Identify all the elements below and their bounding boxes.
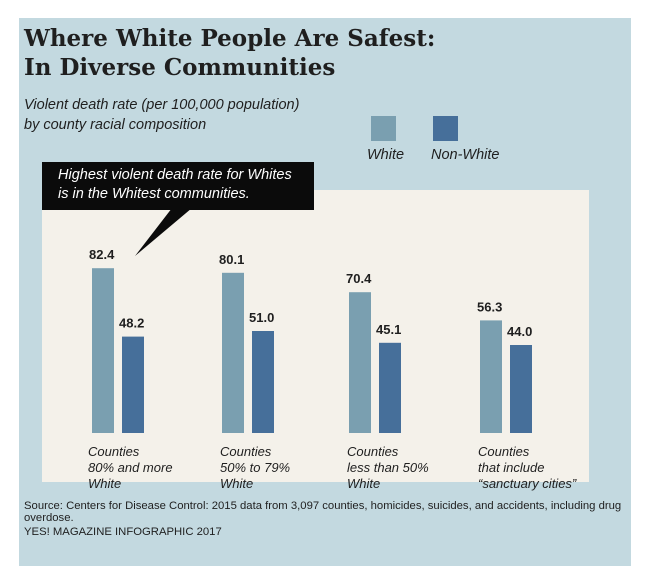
credit-note: YES! MAGAZINE INFOGRAPHIC 2017: [24, 526, 222, 538]
bar-nonwhite-3: [510, 345, 532, 433]
category-label-0: Counties 80% and more White: [88, 444, 173, 492]
subtitle-line-2: by county racial composition: [24, 117, 207, 133]
bar-white-0: [92, 268, 114, 433]
category-2-line-1: Counties: [347, 444, 399, 459]
value-label-white-2: 70.4: [346, 271, 372, 286]
bar-nonwhite-2: [379, 342, 401, 433]
legend-swatch-white: [371, 116, 396, 141]
category-0-line-2: 80% and more: [88, 460, 173, 475]
legend-label-nonwhite: Non-White: [431, 147, 500, 163]
category-2-line-3: White: [347, 476, 381, 491]
value-label-white-1: 80.1: [219, 252, 244, 267]
title-line-1: Where White People Are Safest:: [24, 25, 436, 52]
legend-label-white: White: [367, 147, 405, 163]
category-0-line-3: White: [88, 476, 122, 491]
value-label-nonwhite-0: 48.2: [119, 316, 144, 331]
subtitle-line-1: Violent death rate (per 100,000 populati…: [24, 97, 300, 113]
bar-white-1: [222, 272, 244, 433]
bar-white-3: [480, 320, 502, 433]
source-note: Source: Centers for Disease Control: 201…: [24, 500, 622, 524]
value-label-nonwhite-1: 51.0: [249, 310, 274, 325]
category-1-line-1: Counties: [220, 444, 272, 459]
callout-line-2: is in the Whitest communities.: [58, 186, 250, 202]
value-label-nonwhite-2: 45.1: [376, 322, 401, 337]
value-label-white-3: 56.3: [477, 299, 502, 314]
category-2-line-2: less than 50%: [347, 460, 429, 475]
bar-nonwhite-1: [252, 331, 274, 433]
category-3-line-1: Counties: [478, 444, 530, 459]
legend-swatch-nonwhite: [433, 116, 458, 141]
category-0-line-1: Counties: [88, 444, 140, 459]
category-label-3: Counties that include “sanctuary cities”: [478, 444, 576, 492]
category-3-line-3: “sanctuary cities”: [478, 476, 577, 491]
callout-line-1: Highest violent death rate for Whites: [58, 167, 292, 183]
callout-box: Highest violent death rate for Whites is…: [42, 162, 314, 210]
category-label-1: Counties 50% to 79% White: [220, 444, 290, 492]
category-label-2: Counties less than 50% White: [347, 444, 429, 492]
value-label-nonwhite-3: 44.0: [507, 324, 532, 339]
title-line-2: In Diverse Communities: [24, 54, 336, 81]
category-3-line-2: that include: [478, 460, 545, 475]
category-1-line-2: 50% to 79%: [220, 460, 291, 475]
value-label-white-0: 82.4: [89, 247, 115, 262]
chart-title: Where White People Are Safest: In Divers…: [24, 24, 435, 82]
category-1-line-3: White: [220, 476, 254, 491]
chart-subtitle: Violent death rate (per 100,000 populati…: [24, 95, 299, 135]
bar-nonwhite-0: [122, 336, 144, 433]
bar-white-2: [349, 292, 371, 433]
